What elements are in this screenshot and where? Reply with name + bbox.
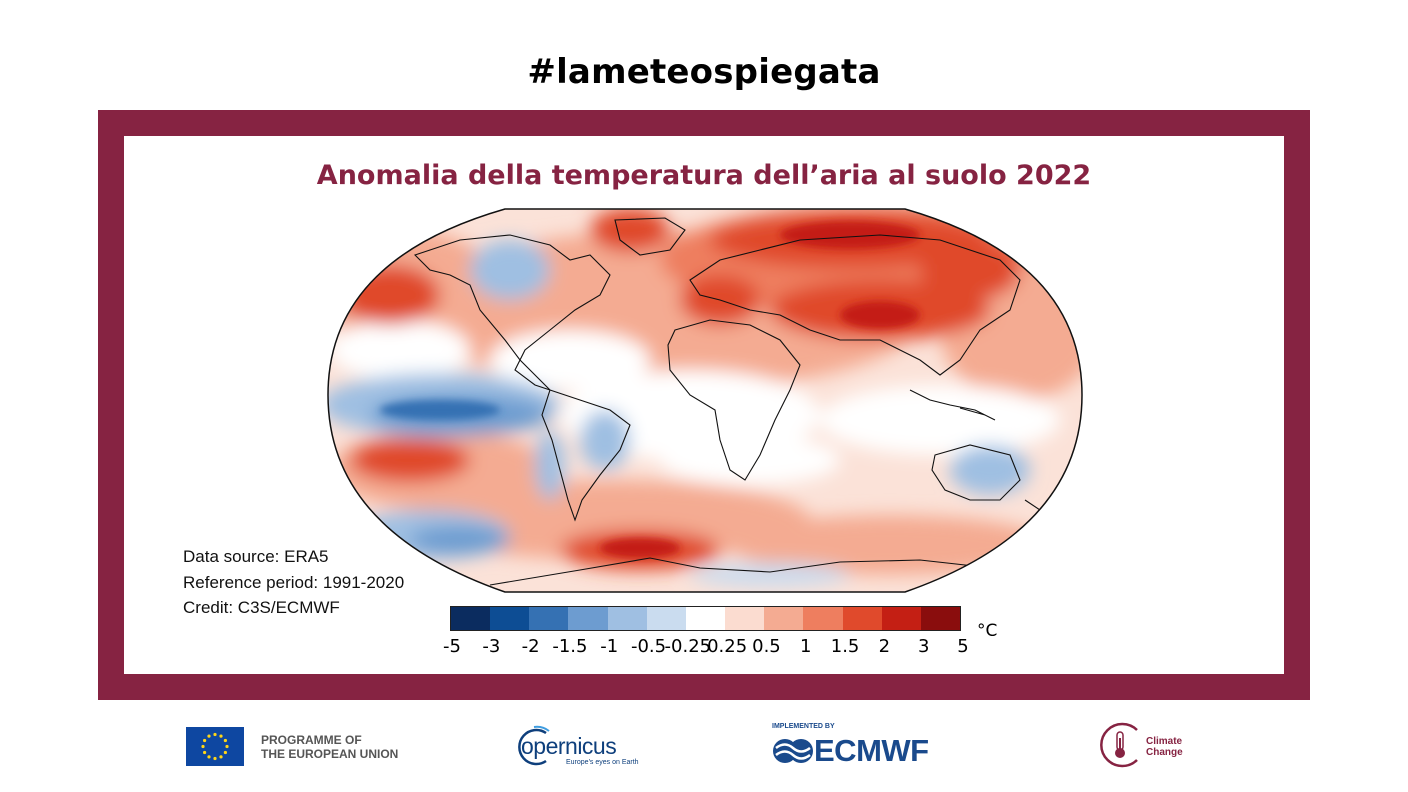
credit-line: Credit: C3S/ECMWF [183, 598, 340, 617]
colorbar-ticks: -5 -3 -2 -1.5 -1 -0.5 -0.25 0.25 0.5 1 1.5 2 3 5 [0, 636, 1408, 662]
eu-stars-icon [201, 732, 229, 761]
colorbar [450, 606, 961, 631]
eu-line-2: THE EUROPEAN UNION [261, 747, 399, 761]
colorbar-tick-label: -0.25 [664, 636, 712, 657]
colorbar-tick-label: 2 [878, 636, 891, 657]
climate-change-text: Climate Change [1146, 736, 1183, 758]
colorbar-swatch [920, 607, 961, 630]
colorbar-swatch [685, 607, 726, 630]
copernicus-logo-text: opernicus [521, 733, 617, 759]
colorbar-swatch [881, 607, 921, 630]
colorbar-swatch [842, 607, 882, 630]
colorbar-tick-label: 1 [800, 636, 812, 657]
cc-line-1: Climate [1146, 736, 1183, 747]
copernicus-tagline: Europe's eyes on Earth [566, 759, 639, 766]
colorbar-tick-label: -3 [482, 636, 501, 657]
data-source-block: Data source: ERA5 Reference period: 1991… [183, 544, 404, 621]
colorbar-swatch [568, 607, 608, 630]
colorbar-tick-label: 3 [917, 636, 930, 657]
map-title: Anomalia della temperatura dell’aria al … [316, 160, 1092, 191]
hashtag-title: #lameteospiegata [527, 52, 881, 92]
anomaly-field [328, 209, 1082, 592]
map-border [327, 208, 1083, 593]
colorbar-swatch [764, 607, 804, 630]
colorbar-swatch [646, 607, 686, 630]
ecmwf-logo-text: ECMWF [814, 733, 929, 768]
colorbar-tick-label: -5 [443, 636, 461, 657]
colorbar-swatch [607, 607, 647, 630]
eu-flag-logo [186, 727, 244, 766]
climate-change-thermometer-icon [1100, 722, 1138, 768]
colorbar-tick-label: -1.5 [552, 636, 588, 657]
colorbar-tick-label: -2 [521, 636, 540, 657]
colorbar-swatch [490, 607, 530, 630]
copernicus-c-icon [518, 725, 550, 766]
colorbar-tick-label: -1 [600, 636, 619, 657]
eu-programme-text: PROGRAMME OF THE EUROPEAN UNION [261, 733, 398, 761]
ecmwf-wave-icon [773, 739, 813, 763]
data-source-line: Data source: ERA5 [183, 547, 329, 566]
colorbar-swatch [451, 607, 491, 630]
colorbar-tick-label: -0.5 [630, 636, 667, 657]
colorbar-tick-label: 0.5 [752, 636, 781, 657]
colorbar-tick-label: 5 [957, 636, 969, 657]
colorbar-unit: °C [977, 621, 998, 641]
colorbar-swatch [529, 607, 569, 630]
colorbar-swatch [803, 607, 843, 630]
ecmwf-implemented-by: IMPLEMENTED BY [772, 723, 835, 730]
colorbar-tick-label: 0.25 [707, 636, 748, 657]
eu-line-1: PROGRAMME OF [261, 733, 362, 747]
reference-period-line: Reference period: 1991-2020 [183, 572, 405, 592]
colorbar-swatch [725, 607, 765, 630]
colorbar-tick-label: 1.5 [830, 636, 860, 657]
cc-line-2: Change [1146, 747, 1183, 758]
world-anomaly-map [327, 208, 1083, 593]
